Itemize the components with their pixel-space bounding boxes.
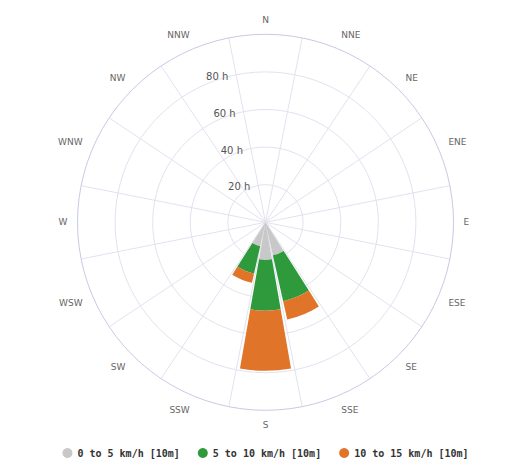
svg-text:60 h: 60 h (213, 108, 235, 119)
svg-text:NNW: NNW (167, 30, 189, 40)
svg-text:NE: NE (406, 73, 419, 83)
svg-text:20 h: 20 h (228, 181, 250, 192)
svg-text:ESE: ESE (448, 298, 465, 308)
svg-text:S: S (263, 420, 269, 430)
svg-text:10 to 15 km/h [10m]: 10 to 15 km/h [10m] (354, 448, 468, 459)
svg-text:N: N (262, 15, 269, 25)
svg-text:80 h: 80 h (206, 71, 228, 82)
svg-text:0 to 5 km/h [10m]: 0 to 5 km/h [10m] (77, 448, 179, 459)
svg-text:5 to 10 km/h [10m]: 5 to 10 km/h [10m] (213, 448, 321, 459)
svg-text:NW: NW (110, 73, 126, 83)
svg-text:WSW: WSW (59, 298, 83, 308)
svg-text:40 h: 40 h (221, 145, 243, 156)
svg-text:SW: SW (111, 362, 126, 372)
svg-text:NNE: NNE (341, 30, 360, 40)
svg-text:SSW: SSW (169, 405, 189, 415)
svg-text:WNW: WNW (58, 137, 83, 147)
svg-text:W: W (59, 217, 68, 227)
svg-text:ENE: ENE (448, 137, 466, 147)
svg-text:SE: SE (406, 362, 418, 372)
svg-text:E: E (464, 217, 470, 227)
svg-text:SSE: SSE (341, 405, 358, 415)
